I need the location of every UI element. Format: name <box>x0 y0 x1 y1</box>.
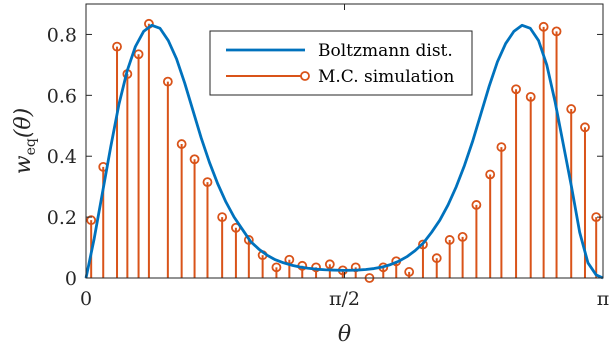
y-tick-label: 0 <box>65 268 77 290</box>
stem-marker <box>271 262 282 273</box>
stem-marker <box>202 177 213 188</box>
axes-layer: 0 π/2 π 0 0.2 0.4 0.6 0.8 <box>47 3 610 310</box>
stem-marker <box>444 235 455 245</box>
stem-marker <box>162 76 173 87</box>
x-axis-label: θ <box>338 322 351 347</box>
stem-marker <box>133 49 144 60</box>
stem-marker <box>471 200 482 210</box>
y-tick-label: 0.8 <box>47 24 77 46</box>
stem-marker <box>418 239 428 250</box>
legend-label-mc: M.C. simulation <box>318 67 454 87</box>
stem-marker <box>431 253 442 264</box>
x-tick-label: π/2 <box>329 288 360 310</box>
x-tick-label: 0 <box>80 288 92 310</box>
stem-marker <box>496 142 507 152</box>
y-tick-label: 0.4 <box>47 146 77 168</box>
stem-marker <box>525 91 536 102</box>
stem-marker <box>551 26 562 37</box>
stem-marker <box>511 84 521 95</box>
stem-marker <box>243 235 254 245</box>
y-axis-label-sub: eq <box>23 138 39 155</box>
y-axis-label: weq(θ) <box>11 108 39 175</box>
y-tick-label: 0.2 <box>47 207 77 229</box>
stem-marker <box>324 259 335 270</box>
legend-label-boltzmann: Boltzmann dist. <box>318 41 453 61</box>
stem-marker <box>217 212 228 223</box>
stem-marker <box>566 104 577 114</box>
x-tick-label: π <box>597 288 610 310</box>
legend-box <box>209 30 473 96</box>
stem-marker <box>580 122 590 133</box>
stem-marker <box>189 154 200 165</box>
y-axis-label-arg: (θ) <box>11 108 36 138</box>
y-axis-label-main: w <box>11 155 36 174</box>
stem-marker <box>86 215 97 226</box>
stem-marker <box>404 267 415 277</box>
plot-layer <box>84 18 604 283</box>
stem-marker <box>485 169 496 180</box>
boltzmann-line <box>84 23 604 280</box>
stem-marker <box>457 231 468 242</box>
legend-marker-mc <box>300 71 310 81</box>
legend: Boltzmann dist. M.C. simulation <box>209 30 473 96</box>
stem-marker <box>112 41 122 52</box>
stem-marker <box>538 21 549 32</box>
stem-marker <box>176 139 187 149</box>
y-tick-label: 0.6 <box>47 85 77 107</box>
